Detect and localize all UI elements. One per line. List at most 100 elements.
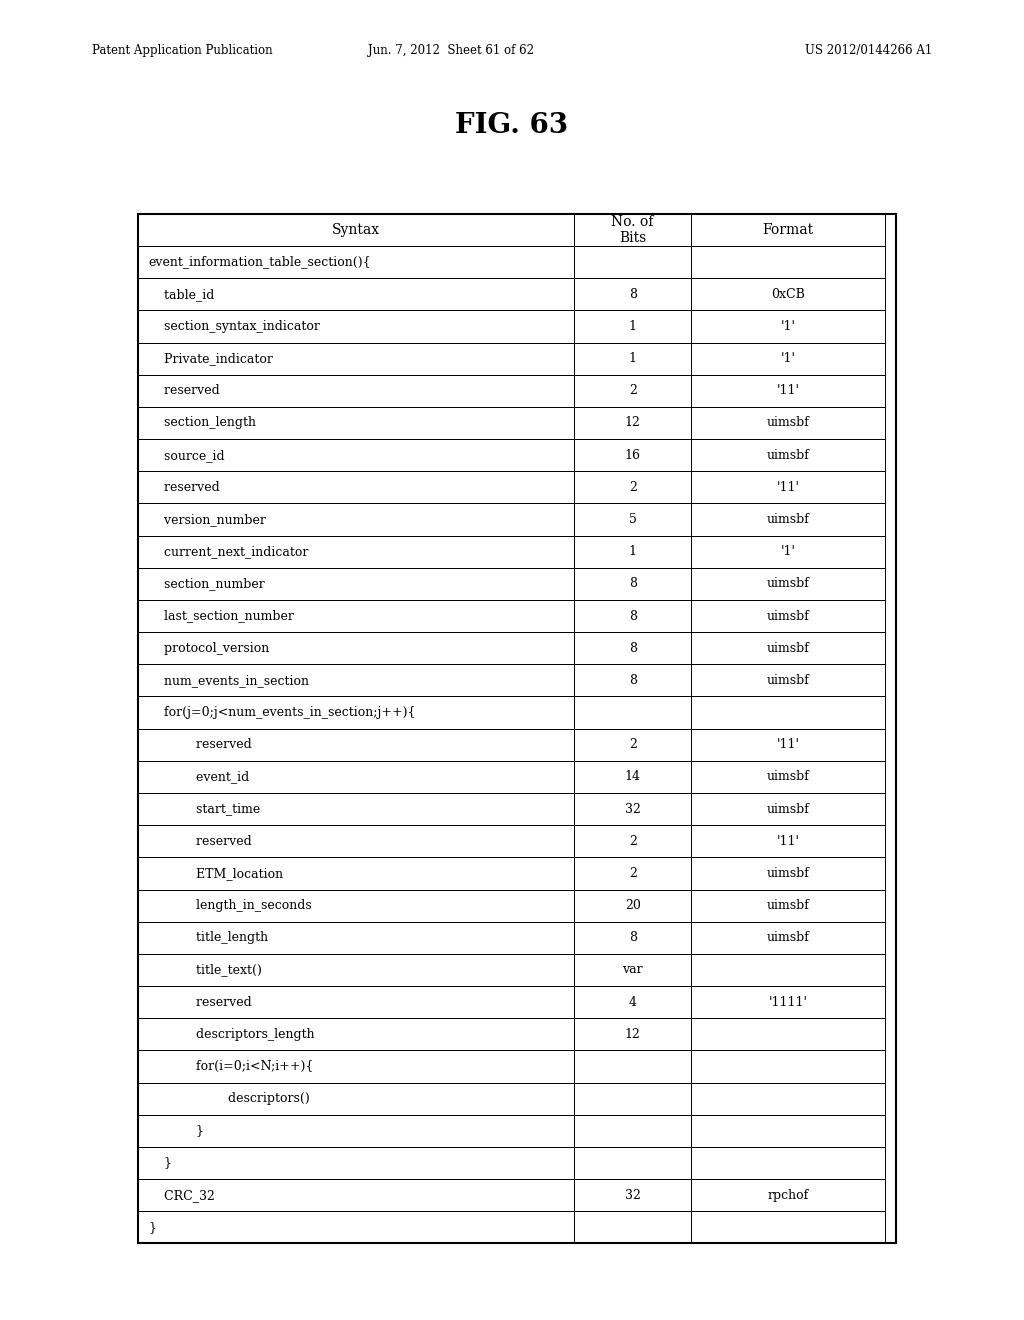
Bar <box>691 214 885 246</box>
Bar <box>138 375 573 407</box>
Text: '1111': '1111' <box>769 995 808 1008</box>
Text: 2: 2 <box>629 867 637 880</box>
Text: FIG. 63: FIG. 63 <box>456 112 568 139</box>
Bar <box>138 536 573 568</box>
Text: No. of
Bits: No. of Bits <box>611 215 654 246</box>
Text: descriptors_length: descriptors_length <box>148 1028 315 1040</box>
Text: '1': '1' <box>780 545 796 558</box>
Text: uimsbf: uimsbf <box>767 577 809 590</box>
Text: event_information_table_section(){: event_information_table_section(){ <box>148 256 371 268</box>
Bar <box>691 568 885 599</box>
Bar <box>691 664 885 697</box>
Bar <box>138 664 573 697</box>
Bar <box>573 697 691 729</box>
Bar <box>138 954 573 986</box>
Bar <box>691 986 885 1018</box>
Bar <box>691 760 885 793</box>
Bar <box>573 536 691 568</box>
Bar <box>573 407 691 440</box>
Bar <box>138 503 573 536</box>
Bar <box>573 503 691 536</box>
Text: 1: 1 <box>629 352 637 366</box>
Text: table_id: table_id <box>148 288 215 301</box>
Text: reserved: reserved <box>148 995 252 1008</box>
Bar <box>691 825 885 858</box>
Bar <box>573 729 691 760</box>
Text: for(i=0;i<N;i++){: for(i=0;i<N;i++){ <box>148 1060 313 1073</box>
Bar <box>691 1147 885 1179</box>
Text: '1': '1' <box>780 352 796 366</box>
Bar <box>691 954 885 986</box>
Text: descriptors(): descriptors() <box>148 1092 310 1105</box>
Bar <box>573 793 691 825</box>
Bar <box>691 1018 885 1051</box>
Bar <box>573 858 691 890</box>
Bar <box>138 760 573 793</box>
Bar <box>691 632 885 664</box>
Text: uimsbf: uimsbf <box>767 642 809 655</box>
Text: }: } <box>148 1125 205 1138</box>
Text: uimsbf: uimsbf <box>767 803 809 816</box>
Bar <box>691 729 885 760</box>
Text: '11': '11' <box>776 480 800 494</box>
Text: 8: 8 <box>629 675 637 686</box>
Bar <box>573 1082 691 1114</box>
Text: current_next_indicator: current_next_indicator <box>148 545 309 558</box>
Bar <box>691 503 885 536</box>
Bar <box>573 440 691 471</box>
Text: version_number: version_number <box>148 513 266 525</box>
Text: title_length: title_length <box>148 932 268 944</box>
Bar <box>573 279 691 310</box>
Bar <box>691 921 885 954</box>
Text: 8: 8 <box>629 642 637 655</box>
Text: '11': '11' <box>776 834 800 847</box>
Bar <box>691 858 885 890</box>
Bar <box>138 246 573 279</box>
Bar <box>573 632 691 664</box>
Text: title_text(): title_text() <box>148 964 262 977</box>
Text: CRC_32: CRC_32 <box>148 1189 215 1201</box>
Text: uimsbf: uimsbf <box>767 610 809 623</box>
Text: 32: 32 <box>625 1189 641 1201</box>
Text: var: var <box>623 964 643 977</box>
Bar <box>573 1114 691 1147</box>
Bar <box>138 342 573 375</box>
Bar <box>138 858 573 890</box>
Bar <box>691 1212 885 1243</box>
Bar <box>138 568 573 599</box>
Text: 8: 8 <box>629 577 637 590</box>
Text: '11': '11' <box>776 738 800 751</box>
Text: 16: 16 <box>625 449 641 462</box>
Bar <box>691 1114 885 1147</box>
Bar <box>691 1082 885 1114</box>
Bar <box>573 986 691 1018</box>
Bar <box>691 471 885 503</box>
Text: uimsbf: uimsbf <box>767 899 809 912</box>
Text: uimsbf: uimsbf <box>767 449 809 462</box>
Bar <box>573 1212 691 1243</box>
Text: uimsbf: uimsbf <box>767 932 809 944</box>
Bar <box>573 214 691 246</box>
Text: 5: 5 <box>629 513 637 525</box>
Bar <box>691 342 885 375</box>
Bar <box>138 697 573 729</box>
Text: reserved: reserved <box>148 480 220 494</box>
Text: Private_indicator: Private_indicator <box>148 352 273 366</box>
Bar <box>573 310 691 343</box>
Bar <box>573 1018 691 1051</box>
Bar <box>573 342 691 375</box>
Bar <box>573 599 691 632</box>
Bar <box>138 921 573 954</box>
Text: '1': '1' <box>780 319 796 333</box>
Text: 8: 8 <box>629 932 637 944</box>
Bar <box>691 599 885 632</box>
Bar <box>138 214 573 246</box>
Text: reserved: reserved <box>148 738 252 751</box>
Bar <box>573 1179 691 1212</box>
Bar <box>691 246 885 279</box>
Bar <box>138 632 573 664</box>
Text: 8: 8 <box>629 610 637 623</box>
Bar <box>138 1147 573 1179</box>
Bar <box>138 1082 573 1114</box>
Text: start_time: start_time <box>148 803 261 816</box>
